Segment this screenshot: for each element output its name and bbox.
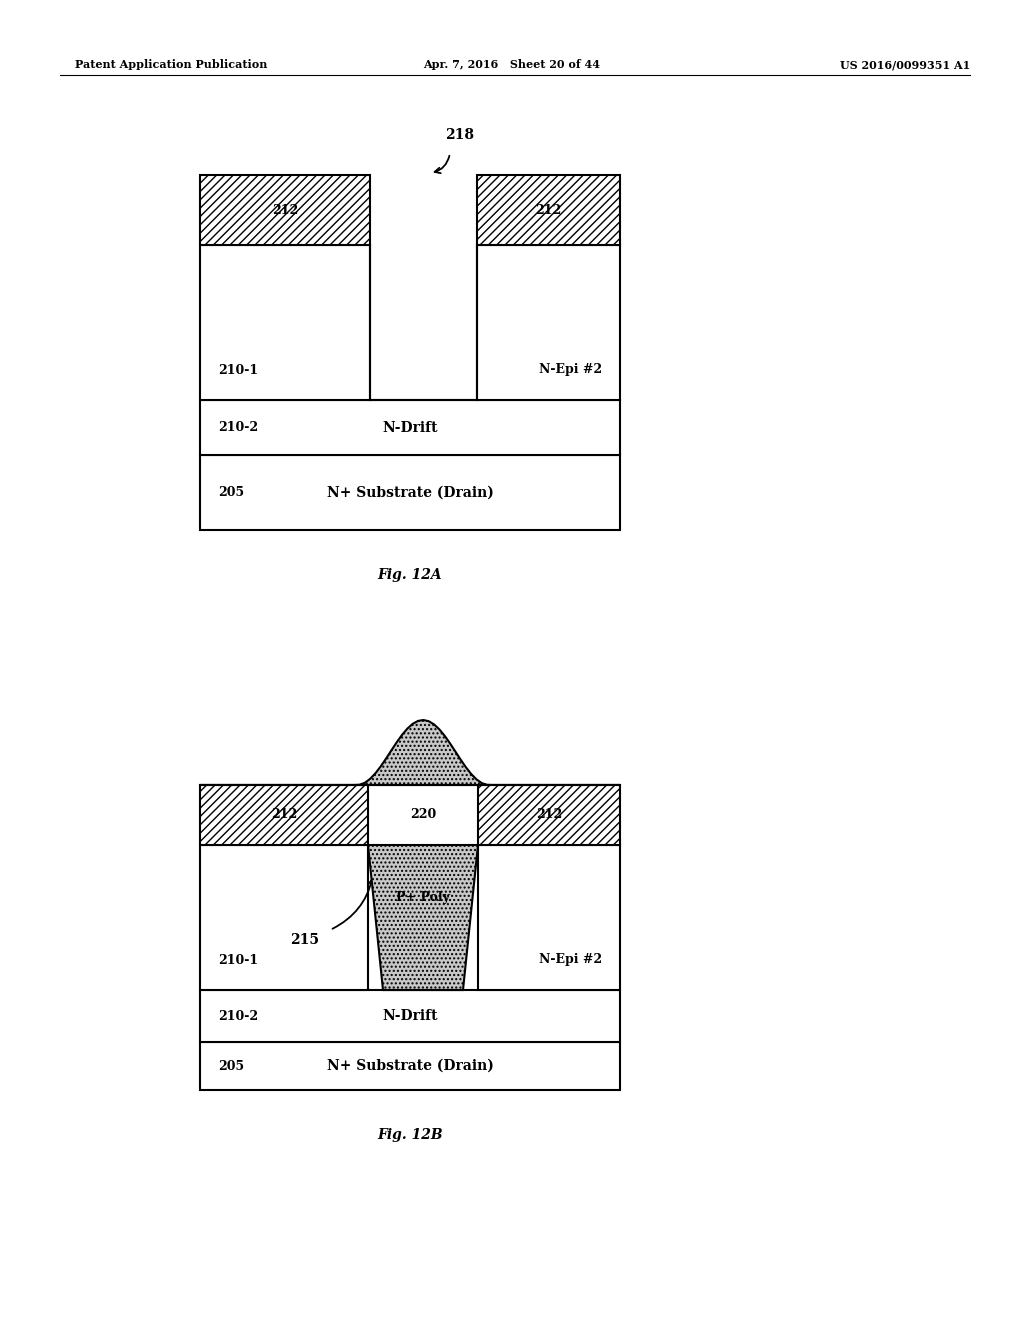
Text: 210-1: 210-1 (218, 363, 258, 376)
Text: US 2016/0099351 A1: US 2016/0099351 A1 (840, 59, 970, 70)
Text: Patent Application Publication: Patent Application Publication (75, 59, 267, 70)
Bar (200, 845, 368, 990)
Bar (200, 176, 370, 246)
Text: N-Drift: N-Drift (382, 1008, 437, 1023)
Bar (200, 246, 370, 400)
Text: 205: 205 (218, 1060, 244, 1072)
Bar (477, 176, 620, 246)
Text: Fig. 12B: Fig. 12B (377, 1129, 442, 1142)
Text: 205: 205 (218, 486, 244, 499)
Bar (477, 246, 620, 400)
Text: 210-2: 210-2 (218, 1010, 258, 1023)
Text: 212: 212 (271, 808, 297, 821)
Polygon shape (368, 845, 478, 990)
Bar (478, 845, 620, 990)
Text: 210-1: 210-1 (218, 953, 258, 966)
Text: N+ Substrate (Drain): N+ Substrate (Drain) (327, 486, 494, 499)
Bar (200, 1041, 620, 1090)
Text: 215: 215 (291, 933, 319, 946)
Text: 212: 212 (536, 203, 561, 216)
Text: Apr. 7, 2016   Sheet 20 of 44: Apr. 7, 2016 Sheet 20 of 44 (424, 59, 600, 70)
Text: N-Drift: N-Drift (382, 421, 437, 434)
Text: 210-2: 210-2 (218, 421, 258, 434)
Text: N-Epi #2: N-Epi #2 (539, 363, 602, 376)
Bar (200, 455, 620, 531)
Text: N-Epi #2: N-Epi #2 (539, 953, 602, 966)
Text: N+ Substrate (Drain): N+ Substrate (Drain) (327, 1059, 494, 1073)
Text: 212: 212 (536, 808, 562, 821)
Text: Fig. 12A: Fig. 12A (378, 568, 442, 582)
Polygon shape (200, 719, 620, 785)
Bar (478, 785, 620, 845)
Text: P+ Poly: P+ Poly (396, 891, 450, 904)
Text: 218: 218 (445, 128, 474, 143)
Bar (200, 990, 620, 1041)
Text: 220: 220 (410, 808, 436, 821)
Text: 212: 212 (272, 203, 298, 216)
Bar (200, 785, 368, 845)
Bar (200, 400, 620, 455)
